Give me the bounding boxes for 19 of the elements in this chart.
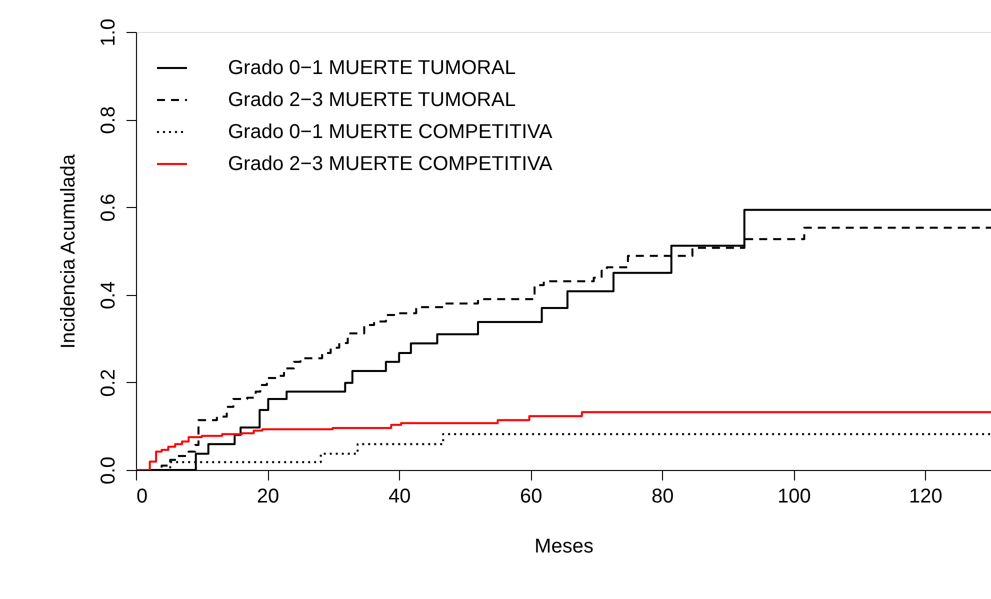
x-tick-label: 0: [136, 486, 148, 508]
y-axis-title: Incidencia Acumulada: [58, 153, 80, 349]
x-tick-label: 20: [256, 486, 280, 508]
y-tick-label: 0.0: [98, 456, 120, 484]
x-tick-label: 40: [388, 486, 411, 508]
y-tick-label: 0.4: [98, 281, 120, 310]
legend-label: Grado 2−3 MUERTE TUMORAL: [228, 89, 516, 111]
y-tick-label: 0.2: [98, 368, 120, 397]
x-tick-label: 120: [909, 486, 942, 508]
y-tick-label: 0.6: [98, 194, 120, 222]
legend-label: Grado 2−3 MUERTE COMPETITIVA: [228, 153, 554, 175]
y-tick-label: 0.8: [98, 106, 120, 134]
legend-label: Grado 0−1 MUERTE COMPETITIVA: [228, 121, 554, 143]
legend-label: Grado 0−1 MUERTE TUMORAL: [228, 57, 516, 79]
x-tick-label: 100: [778, 486, 811, 508]
y-tick-label: 1.0: [98, 18, 120, 46]
x-axis-title: Meses: [534, 536, 594, 558]
x-tick-label: 60: [520, 486, 542, 508]
x-tick-label: 80: [652, 486, 674, 508]
